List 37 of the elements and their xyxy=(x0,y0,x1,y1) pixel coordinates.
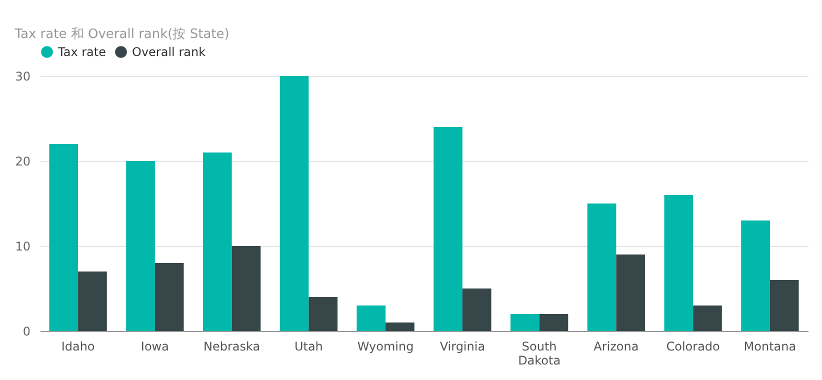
bar xyxy=(202,152,232,331)
bar xyxy=(434,127,462,331)
legend-label: Tax rate xyxy=(57,45,106,59)
x-tick-label: Idaho xyxy=(61,340,95,354)
x-tick-label: South Dakota xyxy=(518,340,561,368)
y-tick-label: 0 xyxy=(22,324,30,338)
x-tick-label: Nebraska xyxy=(204,340,260,354)
y-tick-label: 10 xyxy=(15,240,30,254)
bar xyxy=(664,195,694,331)
bar xyxy=(693,306,722,331)
y-tick-label: 30 xyxy=(15,70,30,84)
x-tick-label: Utah xyxy=(294,340,323,354)
bar xyxy=(770,280,799,331)
bar xyxy=(386,322,414,331)
bar xyxy=(154,263,184,331)
x-tick-label: Colorado xyxy=(666,340,720,354)
bar xyxy=(280,76,309,331)
bar xyxy=(616,254,646,331)
bar xyxy=(741,220,770,331)
bar xyxy=(539,314,568,331)
bar xyxy=(78,272,107,331)
chart-title: Tax rate 和 Overall rank(按 State) xyxy=(14,27,230,42)
legend-label: Overall rank xyxy=(132,45,206,59)
bar xyxy=(308,297,338,331)
x-tick-label: Wyoming xyxy=(357,340,414,354)
x-tick-label: Montana xyxy=(744,340,796,354)
bar xyxy=(49,144,78,331)
bar xyxy=(356,306,386,331)
bar xyxy=(587,204,616,331)
bar xyxy=(462,288,492,331)
x-tick-label: Arizona xyxy=(594,340,639,354)
bar xyxy=(232,246,261,331)
bar xyxy=(126,161,155,331)
x-tick-label: Iowa xyxy=(140,340,169,354)
y-tick-label: 20 xyxy=(15,154,30,168)
bar xyxy=(510,314,540,331)
x-tick-label: Virginia xyxy=(440,340,486,354)
